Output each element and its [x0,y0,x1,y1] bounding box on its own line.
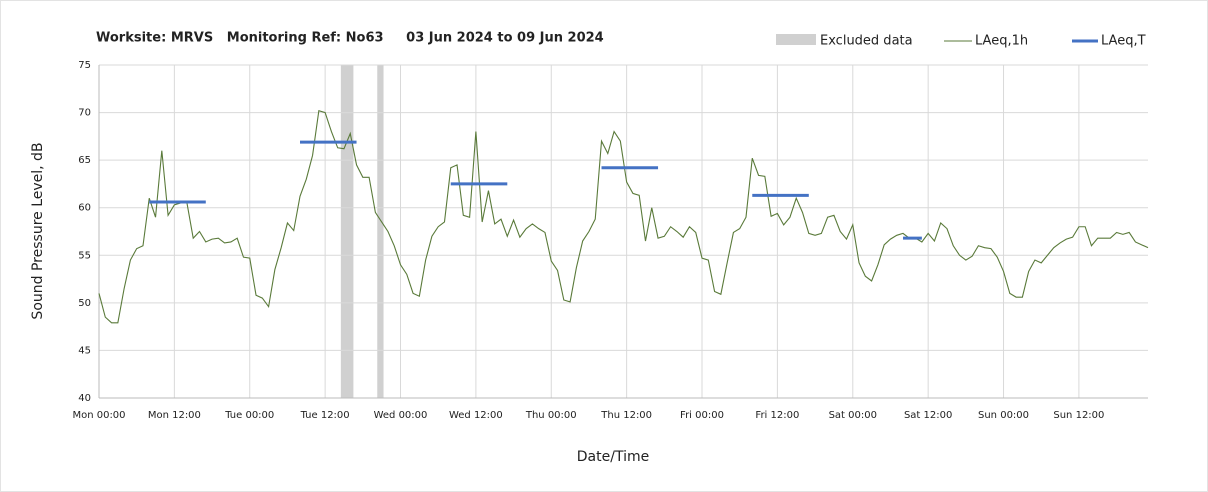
x-tick-label: Tue 12:00 [300,410,350,421]
legend-label: LAeq,T [1101,34,1146,49]
x-tick-label: Wed 00:00 [374,410,428,421]
y-axis-title: Sound Pressure Level, dB [30,142,46,319]
y-tick-label: 75 [78,60,91,71]
excluded-band [377,65,384,398]
x-axis-title: Date/Time [577,449,649,465]
x-tick-label: Mon 00:00 [72,410,125,421]
y-tick-label: 45 [78,345,91,356]
x-tick-label: Tue 00:00 [224,410,274,421]
x-tick-label: Sun 12:00 [1053,410,1104,421]
x-tick-label: Thu 00:00 [525,410,577,421]
x-tick-label: Sat 00:00 [829,410,877,421]
legend-label: Excluded data [820,34,913,49]
x-tick-label: Sat 12:00 [904,410,952,421]
legend-label: LAeq,1h [975,34,1028,49]
x-tick-label: Fri 00:00 [680,410,724,421]
legend-swatch [776,34,816,45]
y-tick-label: 65 [78,155,91,166]
line-series [98,109,1149,324]
x-tick-label: Sun 00:00 [978,410,1029,421]
y-tick-label: 70 [78,108,91,119]
x-tick-label: Fri 12:00 [755,410,799,421]
excluded-band [340,65,354,398]
y-tick-label: 55 [78,250,91,261]
x-tick-label: Thu 12:00 [600,410,652,421]
x-tick-label: Mon 12:00 [148,410,201,421]
y-tick-label: 60 [78,203,91,214]
chart-title: Worksite: MRVS Monitoring Ref: No63 03 J… [96,31,604,46]
y-tick-label: 50 [78,298,91,309]
y-tick-label: 40 [78,393,91,404]
x-tick-label: Wed 12:00 [449,410,503,421]
